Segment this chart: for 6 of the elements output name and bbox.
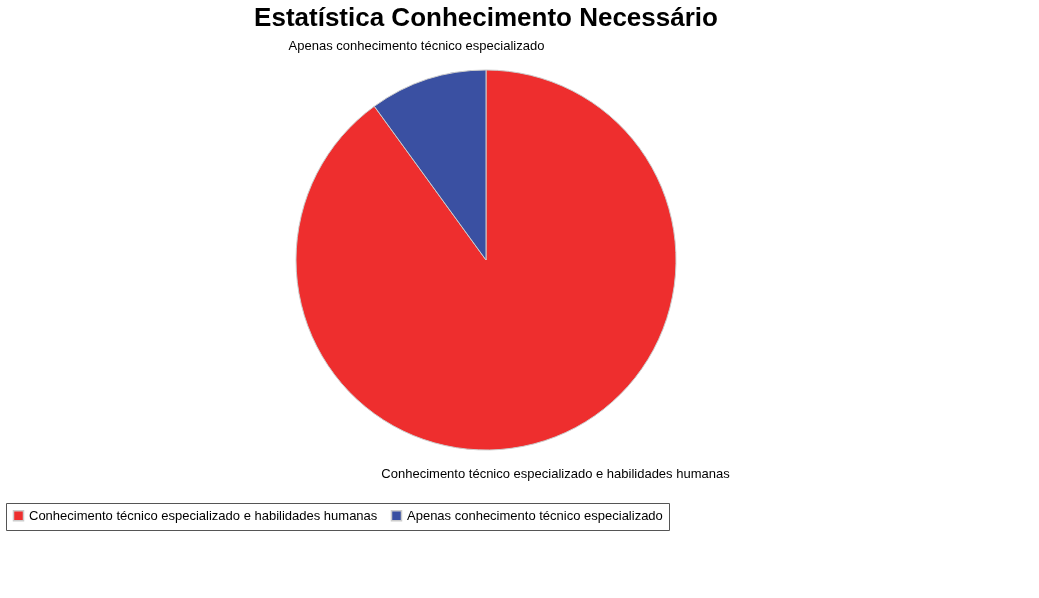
slice-label: Apenas conhecimento técnico especializado bbox=[288, 38, 545, 54]
slice-label: Conhecimento técnico especializado e habilidades humanas bbox=[381, 465, 731, 481]
legend-label: Apenas conhecimento técnico especializado bbox=[407, 507, 663, 523]
chart-title: Estatística Conhecimento Necessário bbox=[254, 2, 718, 32]
pie-slice bbox=[295, 69, 677, 451]
legend-label: Conhecimento técnico especializado e habilidades humanas bbox=[29, 507, 378, 523]
